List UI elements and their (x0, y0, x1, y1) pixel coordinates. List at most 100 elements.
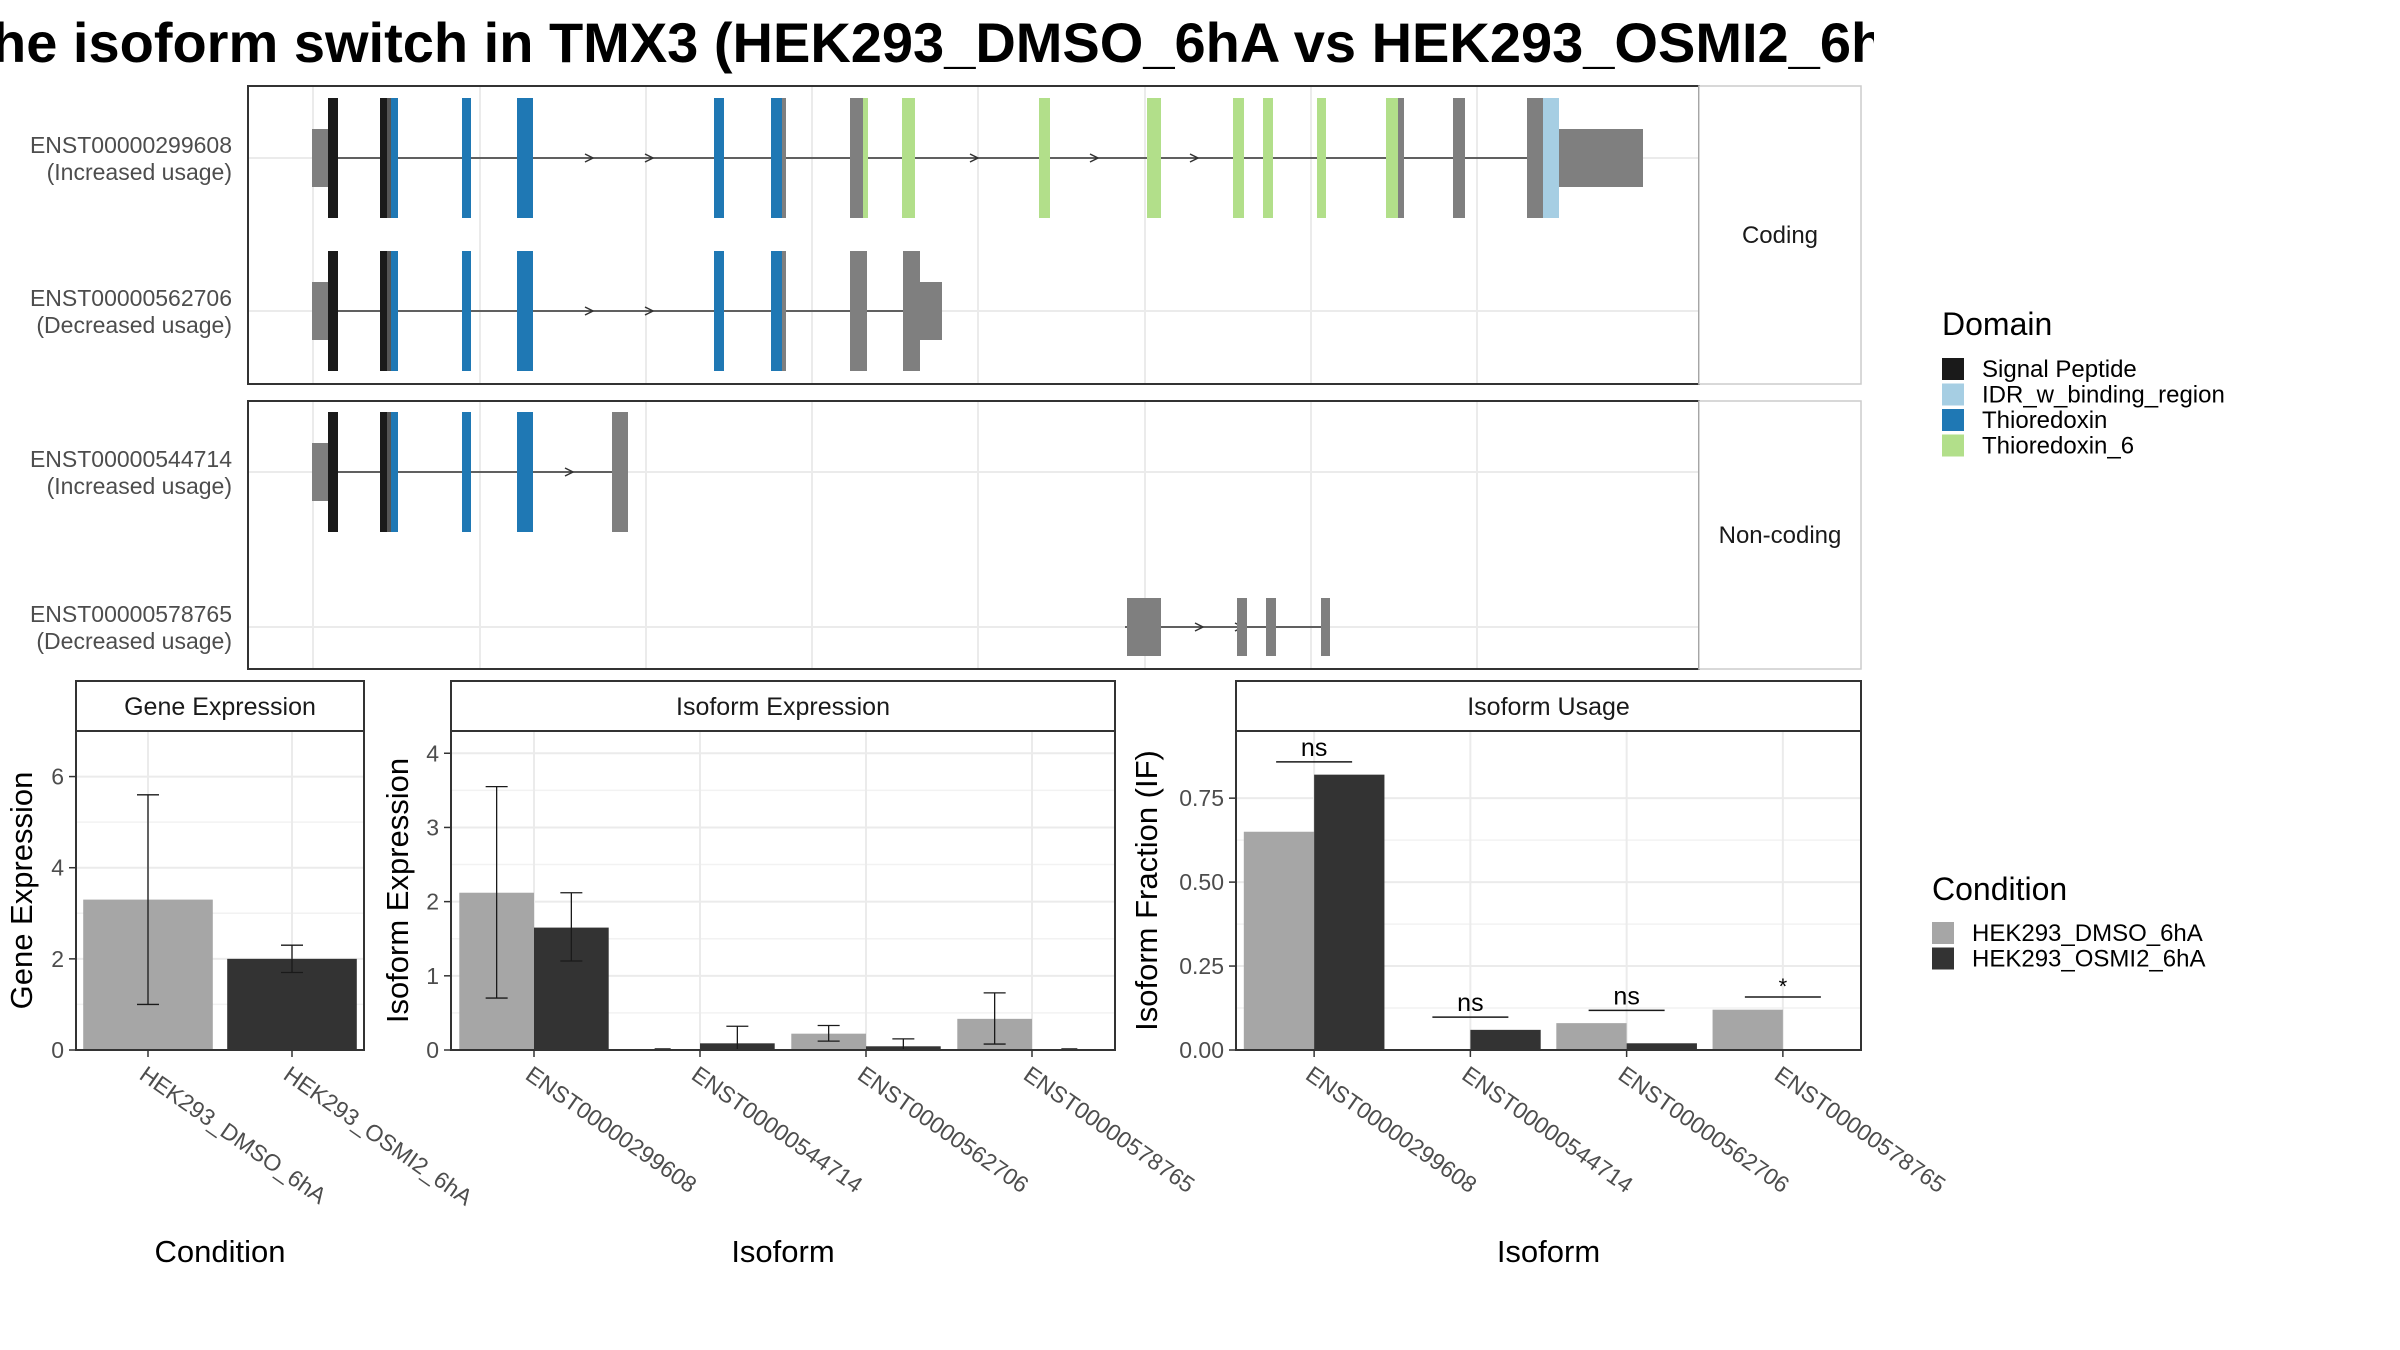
domain-legend-swatch (1942, 383, 1964, 406)
exon (771, 251, 782, 371)
domain-legend-swatch (1942, 434, 1964, 457)
isoform-usage-chart: ns ns ns * Isoform Usage 0.00 0.25 0.50 0.75 ENST… (1129, 680, 1950, 1269)
y-axis-label: Gene Expression (4, 772, 39, 1010)
exon (312, 443, 328, 501)
panel-title: Isoform Expression (676, 693, 890, 721)
x-axis-label: Isoform (731, 1234, 834, 1269)
strand-arrow (1089, 153, 1100, 163)
strand-arrow (1194, 622, 1205, 632)
isoform-usage-label: (Decreased usage) (36, 628, 232, 654)
condition-legend-swatch (1932, 922, 1954, 944)
isoform-usage-label: (Increased usage) (47, 159, 232, 185)
exon (387, 98, 393, 218)
condition-legend-label: HEK293_DMSO_6hA (1972, 920, 2203, 947)
structure-panel-bg (248, 401, 1699, 669)
y-tick-label: 0 (51, 1037, 64, 1063)
legends: Domain Signal PeptideIDR_w_binding_region… (1932, 306, 2225, 973)
exon (312, 129, 328, 187)
isoform-id-label: ENST00000544714 (30, 446, 232, 472)
exon (850, 251, 867, 371)
exon (391, 251, 398, 371)
exon (1263, 98, 1273, 218)
x-tick-label: ENST00000578765 (1770, 1061, 1950, 1198)
exon (1127, 598, 1161, 656)
facet-label: Non-coding (1719, 522, 1842, 549)
condition-legend-title: Condition (1932, 871, 2067, 907)
exon (1386, 98, 1398, 218)
figure-title: he isoform switch in TMX3 (HEK293_DMSO_6… (0, 11, 1874, 74)
exon (714, 98, 724, 218)
exon (328, 251, 338, 371)
strand-arrow (644, 306, 655, 316)
exon (380, 251, 387, 371)
y-tick-label: 3 (426, 814, 439, 840)
significance-label: ns (1301, 734, 1327, 762)
bar (1556, 1023, 1627, 1050)
exon (1147, 98, 1161, 218)
exon (391, 98, 398, 218)
exon (391, 412, 398, 532)
x-tick-label: ENST00000299608 (521, 1061, 701, 1198)
x-tick-label: ENST00000544714 (687, 1061, 868, 1198)
domain-legend-label: Thioredoxin_6 (1982, 433, 2134, 460)
exon (312, 282, 328, 340)
significance-label: * (1779, 974, 1788, 999)
y-axis-label: Isoform Expression (380, 758, 415, 1023)
x-tick-label: ENST00000562706 (1614, 1061, 1794, 1198)
exon (328, 98, 338, 218)
bar (791, 1033, 866, 1050)
exon (1453, 98, 1465, 218)
exon (462, 251, 471, 371)
domain-legend-title: Domain (1942, 306, 2052, 342)
exon (517, 412, 533, 532)
panel-title-strip (450, 680, 1116, 732)
exon (863, 98, 868, 218)
significance-label: ns (1457, 989, 1483, 1017)
facet-strip (1698, 400, 1862, 670)
y-tick-label: 6 (51, 764, 64, 790)
x-tick-label: ENST00000578765 (1019, 1061, 1199, 1198)
x-axis-label: Isoform (1497, 1234, 1600, 1269)
strand-arrow (644, 153, 655, 163)
y-axis-label: Isoform Fraction (IF) (1129, 750, 1164, 1031)
exon (517, 251, 533, 371)
domain-legend-label: IDR_w_binding_region (1982, 382, 2225, 409)
exon (714, 251, 724, 371)
bar (227, 958, 357, 1050)
x-tick-label: ENST00000299608 (1301, 1061, 1481, 1198)
isoform-expression-chart: Isoform Expression01234ENST00000299608EN… (380, 680, 1200, 1269)
y-tick-label: 4 (426, 740, 439, 766)
exon (380, 412, 387, 532)
exon (328, 412, 338, 532)
significance-label: ns (1613, 982, 1639, 1010)
isoform-id-label: ENST00000578765 (30, 601, 232, 627)
exon (1039, 98, 1050, 218)
domain-legend-swatch (1942, 409, 1964, 431)
exon (1527, 98, 1543, 218)
condition-legend-swatch (1932, 947, 1954, 970)
y-tick-label: 2 (51, 946, 64, 972)
exon (1559, 129, 1643, 187)
x-tick-label: ENST00000544714 (1458, 1061, 1639, 1198)
bar (1243, 831, 1315, 1050)
strand-arrow (969, 153, 980, 163)
exon (1266, 598, 1276, 656)
facet-label: Coding (1742, 222, 1818, 249)
y-tick-label: 2 (426, 889, 439, 915)
exon (1543, 98, 1559, 218)
exon (920, 282, 942, 340)
exon (1237, 598, 1247, 656)
exon (1233, 98, 1244, 218)
exon (462, 412, 471, 532)
bar (1712, 1009, 1783, 1050)
isoform-usage-label: (Increased usage) (47, 473, 232, 499)
x-axis-label: Condition (155, 1234, 286, 1269)
facet-strip (1698, 85, 1862, 385)
y-tick-label: 0.00 (1179, 1037, 1224, 1063)
y-tick-label: 0.75 (1179, 785, 1224, 811)
exon (462, 98, 471, 218)
exon (517, 98, 533, 218)
domain-legend-label: Signal Peptide (1982, 356, 2137, 383)
